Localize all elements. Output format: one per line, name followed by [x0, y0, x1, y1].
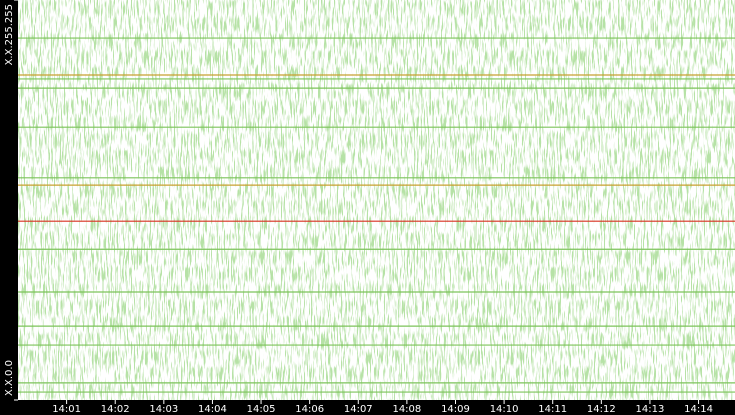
y-axis-band: [0, 0, 18, 415]
x-tick-label: 14:09: [441, 404, 470, 415]
x-axis-band: [0, 400, 735, 415]
x-tick-label: 14:12: [587, 404, 616, 415]
x-tick-label: 14:07: [344, 404, 373, 415]
x-tick-label: 14:08: [392, 404, 421, 415]
y-tick-label: X.X.255.255: [4, 4, 15, 65]
x-tick-label: 14:05: [247, 404, 276, 415]
x-tick-label: 14:02: [101, 404, 130, 415]
x-tick-label: 14:06: [295, 404, 324, 415]
x-tick-label: 14:14: [684, 404, 713, 415]
x-tick-label: 14:03: [149, 404, 178, 415]
x-tick-label: 14:13: [636, 404, 665, 415]
x-tick-label: 14:04: [198, 404, 227, 415]
y-tick-label: X.X.0.0: [4, 360, 15, 396]
x-tick-label: 14:01: [52, 404, 81, 415]
x-tick-label: 14:11: [538, 404, 567, 415]
traffic-texture: [18, 0, 735, 400]
x-tick-label: 14:10: [490, 404, 519, 415]
